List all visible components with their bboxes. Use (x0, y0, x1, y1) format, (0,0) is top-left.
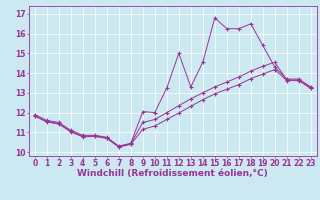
X-axis label: Windchill (Refroidissement éolien,°C): Windchill (Refroidissement éolien,°C) (77, 169, 268, 178)
